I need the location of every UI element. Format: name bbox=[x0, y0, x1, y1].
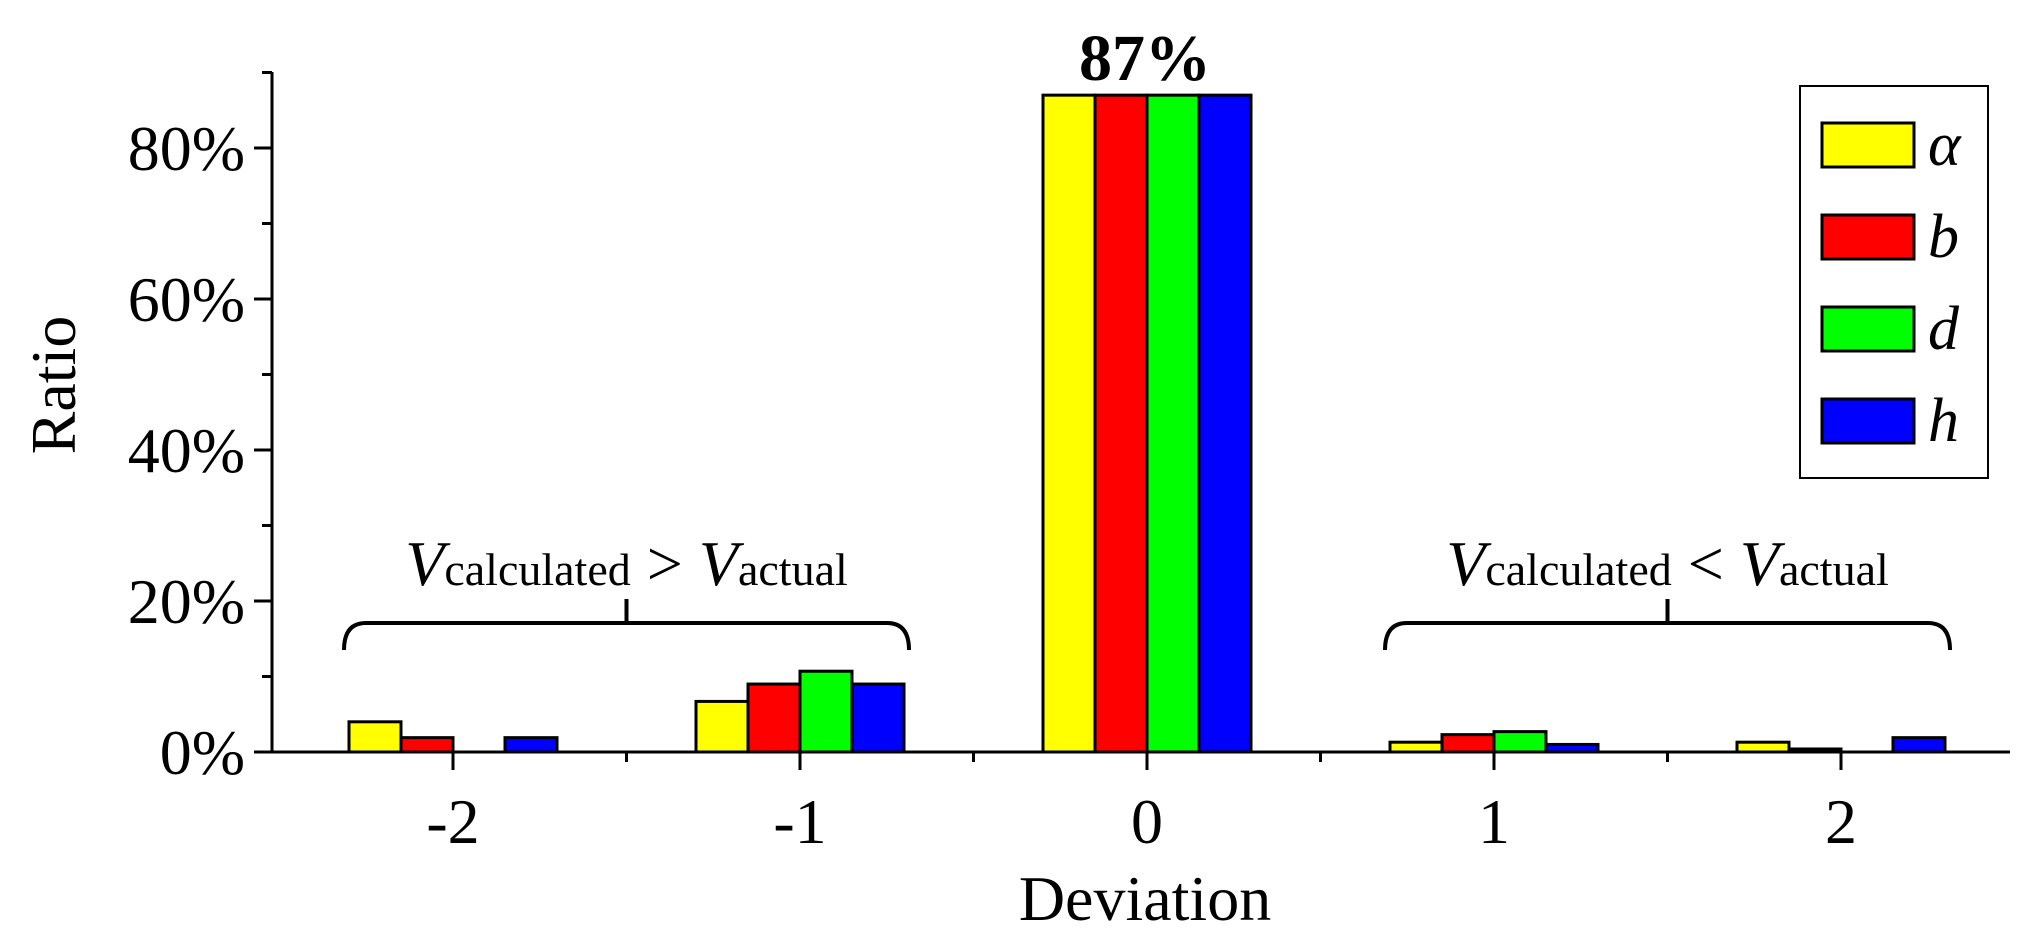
bar-d--1 bbox=[798, 669, 854, 754]
bar-h--1 bbox=[850, 682, 906, 754]
legend-swatch-α bbox=[1820, 121, 1916, 169]
annotation-label-1: Vcalculated > Vactual bbox=[405, 528, 848, 599]
y-tick-label: 80% bbox=[128, 113, 245, 184]
bar-b-1 bbox=[1440, 733, 1496, 754]
annotations-layer: Vcalculated > Vactual Vcalculated < Vactu… bbox=[342, 528, 1952, 651]
x-tick-label: 2 bbox=[1825, 786, 1857, 857]
brace-2 bbox=[1383, 599, 1952, 651]
x-tick-label: 0 bbox=[1131, 786, 1163, 857]
bar-h--2 bbox=[503, 736, 559, 754]
bar-α--2 bbox=[347, 720, 403, 754]
bar-α-0 bbox=[1041, 93, 1097, 754]
legend-label-α: α bbox=[1928, 111, 1962, 179]
y-tick-label: 20% bbox=[128, 566, 245, 637]
x-axis-title: Deviation bbox=[1019, 863, 1271, 934]
x-tick-label: -1 bbox=[773, 786, 826, 857]
annotation-label-2: Vcalculated < Vactual bbox=[1446, 528, 1889, 599]
legend-label-h: h bbox=[1928, 387, 1959, 455]
brace-1 bbox=[342, 599, 911, 651]
y-tick-label: 0% bbox=[160, 717, 245, 788]
bar-d-1 bbox=[1492, 730, 1548, 754]
axes-layer: 0% 20% 40% 60% 80% -2 -1 0 1 2 bbox=[128, 71, 2010, 857]
bar-h-2 bbox=[1891, 736, 1947, 754]
y-tick-label: 60% bbox=[128, 264, 245, 335]
bar-d-0 bbox=[1145, 93, 1201, 754]
y-axis-title: Ratio bbox=[18, 316, 89, 455]
peak-label: 87% bbox=[1079, 22, 1211, 95]
bar-b--2 bbox=[399, 736, 455, 754]
bar-b-0 bbox=[1093, 93, 1149, 754]
legend-swatch-b bbox=[1820, 213, 1916, 261]
y-tick-label: 40% bbox=[128, 415, 245, 486]
x-tick-label: -2 bbox=[426, 786, 479, 857]
bar-h-0 bbox=[1197, 93, 1253, 754]
legend-label-b: b bbox=[1928, 203, 1959, 271]
legend-swatch-h bbox=[1820, 397, 1916, 445]
bar-b--1 bbox=[746, 682, 802, 754]
bars-layer bbox=[347, 93, 1947, 754]
bar-α--1 bbox=[694, 699, 750, 754]
x-tick-label: 1 bbox=[1478, 786, 1510, 857]
legend-swatch-d bbox=[1820, 305, 1916, 353]
legend-label-d: d bbox=[1928, 295, 1960, 363]
